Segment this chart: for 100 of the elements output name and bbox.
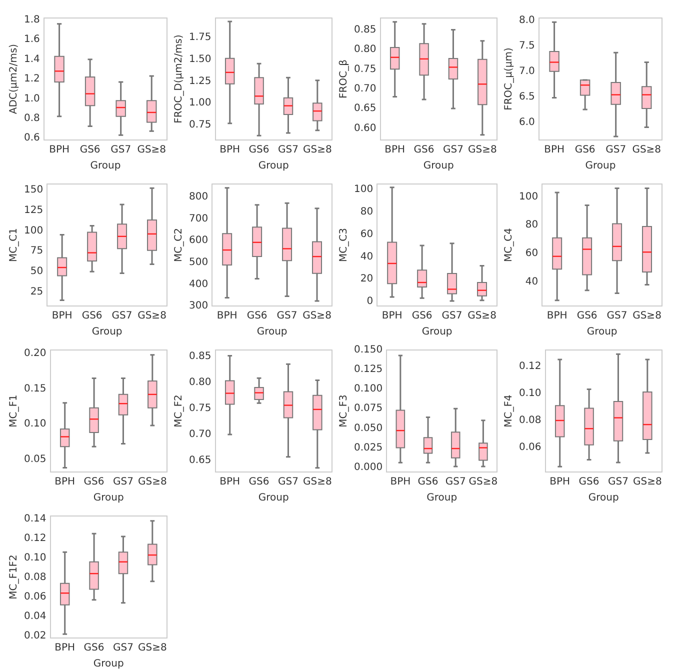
x-tick-label: BPH	[390, 476, 411, 488]
x-axis-title: Group	[585, 160, 616, 172]
x-axis-title: Group	[586, 326, 618, 338]
y-tick-label: 0.75	[189, 402, 212, 414]
y-axis-title: FROC_β	[338, 60, 350, 98]
y-axis-title: ADC(μm2/ms)	[8, 44, 20, 114]
y-tick-label: 0.85	[189, 350, 212, 362]
y-tick-label: 0.70	[189, 429, 212, 440]
x-tick-label: GS7	[112, 642, 134, 654]
x-tick-label: GS≥8	[137, 144, 166, 156]
y-axis-title: FROC_μ(μm)	[504, 47, 515, 110]
y-tick-label: 50	[30, 266, 44, 278]
y-tick-label: 0.85	[354, 24, 376, 36]
x-tick-label: GS≥8	[632, 476, 662, 488]
y-tick-label: 40	[360, 251, 374, 262]
y-tick-label: 0.6	[24, 132, 40, 144]
x-tick-label: GS≥8	[302, 144, 332, 156]
x-tick-label: GS7	[278, 476, 298, 488]
y-tick-label: 0.20	[24, 348, 46, 360]
y-axis-title: MC_C4	[504, 228, 515, 262]
x-tick-label: GS≥8	[302, 310, 332, 322]
y-tick-label: 1.00	[189, 98, 212, 109]
y-tick-label: 80	[525, 220, 538, 231]
y-tick-label: 400	[188, 278, 208, 290]
y-tick-label: 60	[525, 248, 538, 260]
x-tick-label: BPH	[546, 310, 568, 322]
x-axis-title: Group	[90, 160, 121, 172]
x-tick-label: BPH	[544, 144, 564, 156]
y-tick-label: 0.075	[354, 403, 383, 414]
x-tick-label: GS6	[84, 642, 104, 654]
x-axis-title: Group	[423, 160, 454, 172]
x-tick-label: GS7	[442, 310, 462, 322]
y-tick-label: 0.75	[354, 64, 376, 75]
y-tick-label: 0.15	[24, 383, 46, 394]
y-tick-label: 0.12	[519, 360, 542, 372]
y-tick-label: 1.8	[24, 14, 40, 26]
y-tick-label: 7.5	[518, 40, 535, 52]
x-tick-label: GS≥8	[302, 476, 332, 488]
x-tick-label: GS≥8	[632, 310, 662, 322]
y-axis-title: MC_F3	[338, 394, 350, 428]
x-tick-label: BPH	[54, 476, 76, 488]
y-tick-label: 0.65	[189, 455, 212, 466]
y-axis-title: MC_C2	[174, 228, 185, 262]
x-tick-label: BPH	[216, 310, 238, 322]
y-tick-label: 0.000	[354, 462, 383, 473]
y-tick-label: 700	[188, 213, 208, 224]
y-tick-label: 0.12	[24, 533, 46, 544]
y-tick-label: 8.0	[518, 15, 535, 26]
y-tick-label: 300	[188, 300, 208, 312]
x-tick-label: GS6	[578, 476, 600, 488]
x-axis-title: Group	[93, 492, 124, 504]
y-tick-label: 100	[354, 184, 374, 196]
y-tick-label: 0.14	[24, 514, 46, 525]
y-tick-label: 60	[360, 228, 374, 240]
y-axis-title: FROC_D(μm2/ms)	[174, 34, 185, 124]
y-tick-label: 6.5	[518, 91, 535, 102]
y-tick-label: 1.75	[189, 32, 212, 43]
y-tick-label: 40	[525, 276, 538, 288]
x-axis-title: Group	[258, 492, 289, 504]
x-tick-label: GS6	[248, 144, 270, 156]
y-tick-label: 75	[30, 246, 44, 257]
y-tick-label: 150	[24, 184, 44, 196]
x-tick-label: GS6	[418, 476, 438, 488]
y-tick-label: 1.2	[24, 74, 40, 85]
x-tick-label: GS6	[82, 310, 102, 322]
y-axis-title: MC_F1	[8, 394, 20, 428]
y-tick-label: 0.75	[189, 120, 212, 131]
y-tick-label: 6.0	[518, 116, 535, 128]
y-tick-label: 25	[30, 286, 44, 298]
y-tick-label: 0.100	[354, 384, 383, 395]
y-tick-label: 0.65	[354, 103, 376, 114]
x-tick-label: GS≥8	[468, 310, 496, 322]
x-tick-label: GS7	[442, 144, 464, 156]
y-tick-label: 0.10	[24, 418, 46, 430]
x-tick-label: BPH	[49, 144, 70, 156]
y-axis-title: MC_C1	[8, 228, 20, 262]
x-tick-label: GS≥8	[138, 642, 167, 654]
y-tick-label: 0.70	[354, 83, 376, 94]
y-tick-label: 0.80	[354, 44, 376, 56]
x-tick-label: GS7	[112, 476, 134, 488]
x-tick-label: GS≥8	[468, 144, 497, 156]
x-tick-label: GS7	[606, 310, 628, 322]
y-tick-label: 0.06	[24, 592, 46, 603]
y-tick-label: 1.4	[24, 54, 40, 65]
x-tick-label: GS7	[606, 144, 626, 156]
y-tick-label: 500	[188, 257, 208, 268]
x-tick-label: GS6	[576, 310, 598, 322]
y-tick-label: 0.050	[354, 422, 383, 434]
x-tick-label: GS7	[110, 144, 132, 156]
y-tick-label: 600	[188, 235, 208, 246]
y-tick-label: 0	[366, 296, 374, 308]
x-tick-label: GS6	[84, 476, 104, 488]
y-tick-label: 1.50	[189, 54, 212, 65]
y-axis-title: MC_F4	[504, 394, 515, 428]
y-tick-label: 0.60	[354, 122, 376, 134]
x-tick-label: GS6	[80, 144, 100, 156]
x-tick-label: BPH	[550, 476, 570, 488]
x-tick-label: GS6	[246, 310, 268, 322]
x-tick-label: GS≥8	[468, 476, 498, 488]
x-axis-title: Group	[93, 658, 124, 670]
